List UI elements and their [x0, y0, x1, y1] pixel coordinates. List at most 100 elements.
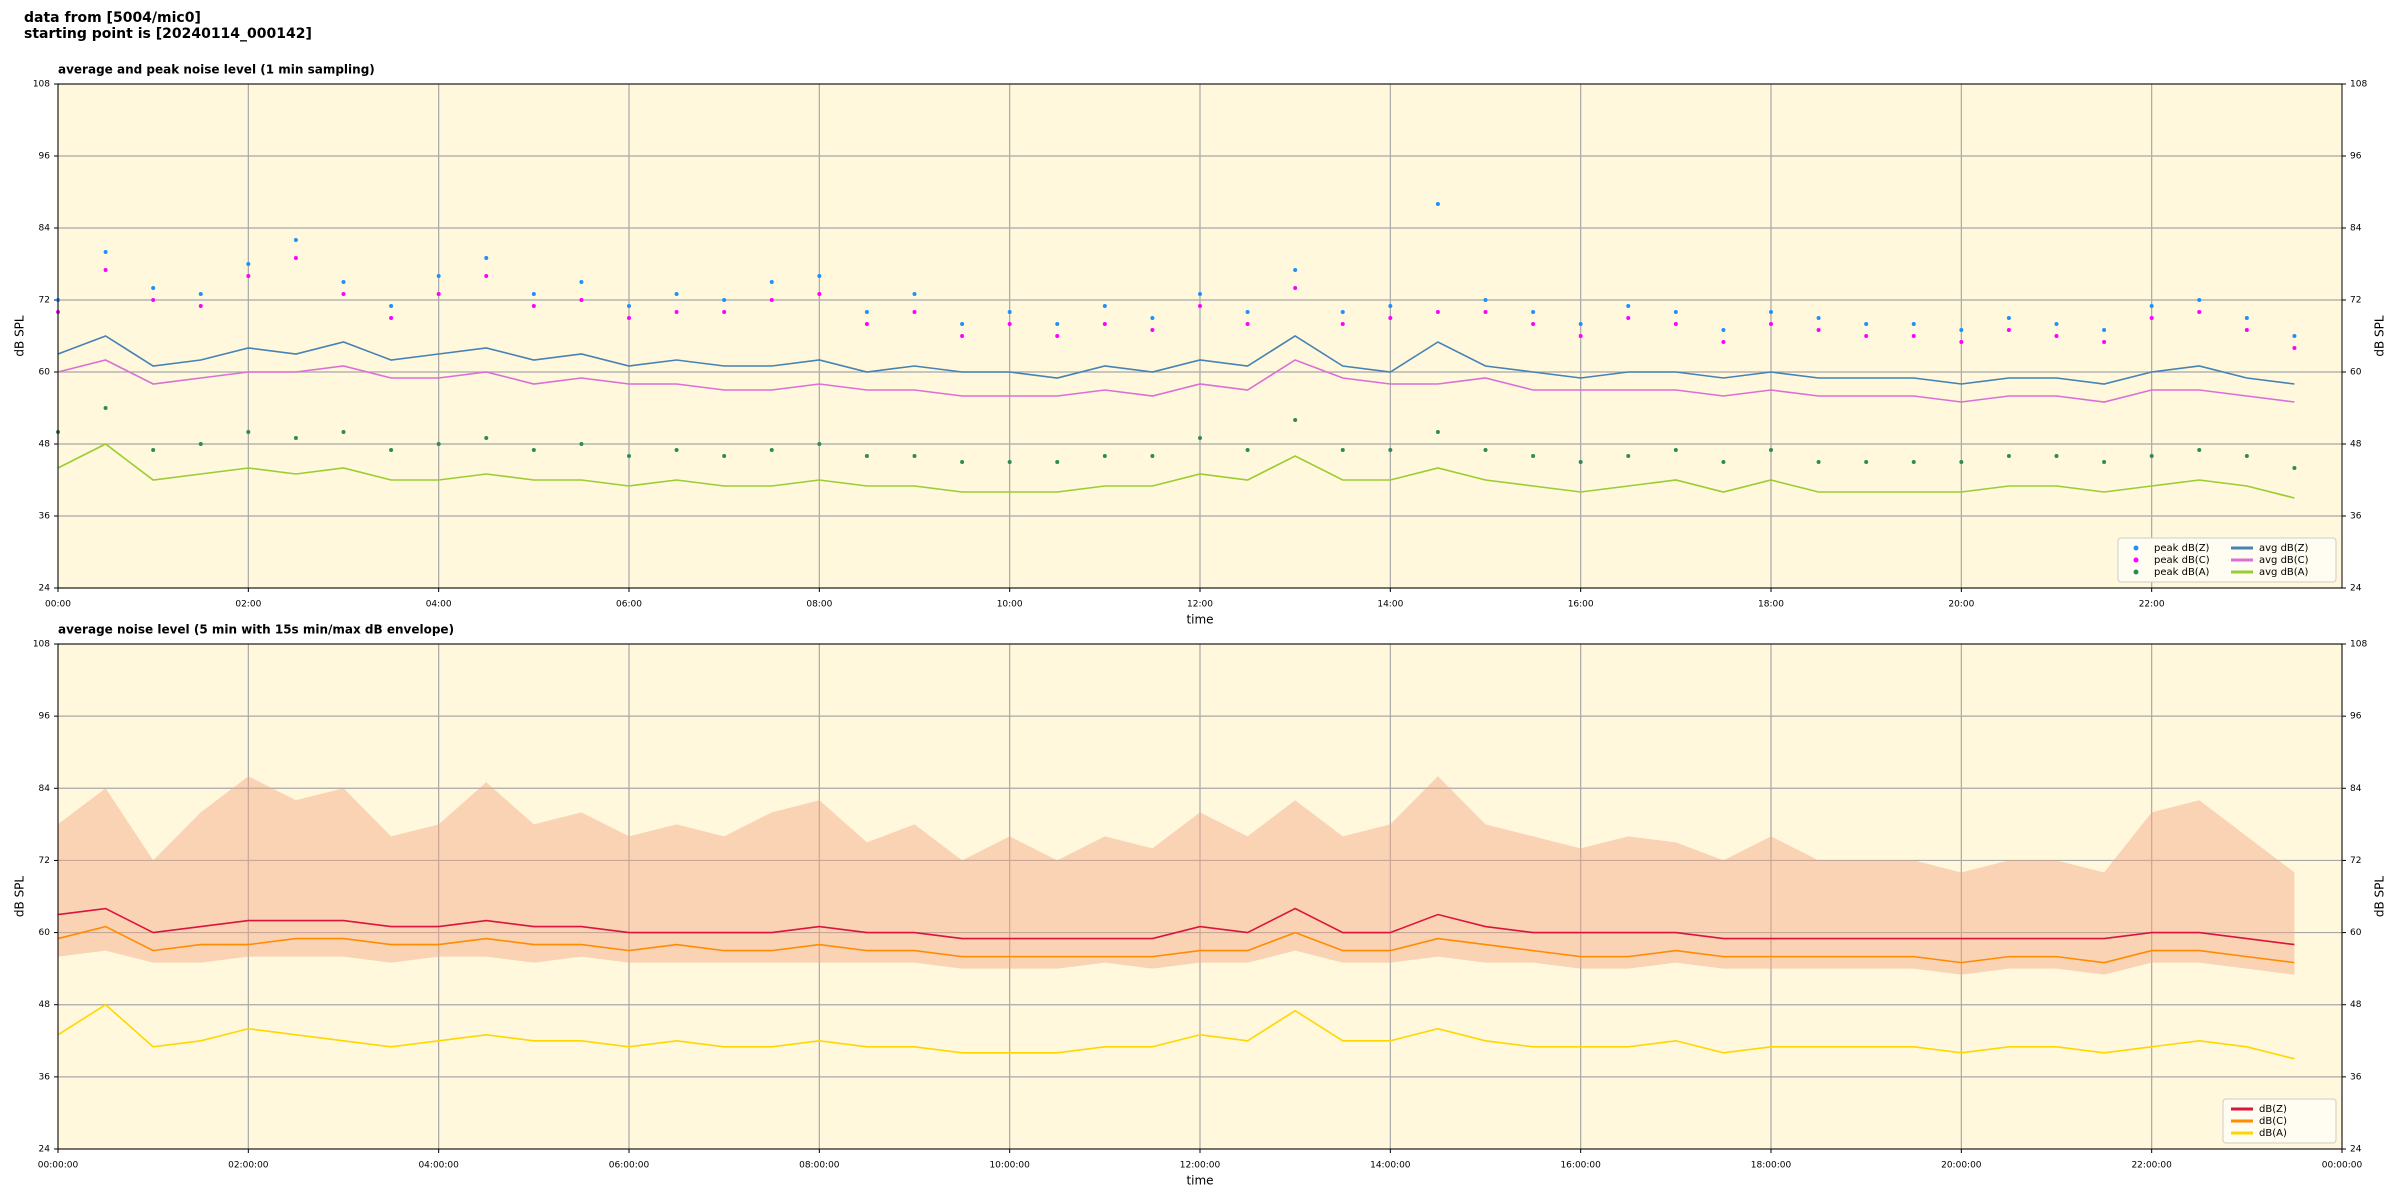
- peak-dot: [1007, 322, 1012, 326]
- peak-dot: [674, 292, 679, 296]
- peak-dot: [389, 316, 394, 320]
- peak-dot: [2244, 316, 2249, 320]
- peak-dot: [1388, 448, 1393, 452]
- peak-dot: [769, 298, 774, 302]
- level-line: [57, 925, 2295, 964]
- y-axis-label: dB SPL: [13, 315, 27, 357]
- chart-title: average and peak noise level (1 min samp…: [58, 63, 375, 77]
- peak-dot: [2149, 304, 2154, 308]
- peak-dot: [817, 274, 822, 278]
- peak-dot: [1340, 310, 1345, 314]
- y-tick-label: 36: [39, 512, 51, 522]
- y-tick-label: 96: [39, 152, 51, 162]
- peak-dot: [1102, 322, 1107, 326]
- peak-dot: [722, 298, 727, 302]
- peak-dot: [1578, 322, 1583, 326]
- peak-dot: [246, 274, 251, 278]
- peak-dot: [1007, 310, 1012, 314]
- peak-dot: [1626, 316, 1631, 320]
- peak-dot: [341, 280, 346, 284]
- x-tick-label: 08:00:00: [799, 1161, 840, 1171]
- level-line: [57, 907, 2295, 946]
- x-tick-label: 06:00: [616, 600, 642, 610]
- peak-dot: [1531, 454, 1536, 458]
- legend-marker: [2133, 569, 2139, 575]
- peak-dot: [103, 268, 108, 272]
- level-line: [57, 359, 2295, 403]
- peak-dot: [960, 334, 965, 338]
- peak-dot: [579, 298, 584, 302]
- x-tick-label: 10:00:00: [989, 1161, 1030, 1171]
- peak-dot: [2244, 454, 2249, 458]
- peak-dot: [1102, 454, 1107, 458]
- y-tick-label: 84: [2350, 224, 2362, 234]
- x-tick-label: 02:00:00: [228, 1161, 269, 1171]
- peak-dot: [1055, 334, 1060, 338]
- legend-label: avg dB(A): [2259, 567, 2309, 578]
- peak-dot: [103, 406, 108, 410]
- legend-label: dB(Z): [2259, 1104, 2287, 1115]
- peak-dot: [1769, 448, 1773, 452]
- x-tick-label: 20:00: [1948, 600, 1974, 610]
- peak-dot: [1483, 448, 1488, 452]
- peak-dot: [389, 304, 394, 308]
- x-axis-label: time: [1186, 613, 1213, 627]
- y-tick-label: 72: [39, 296, 50, 306]
- peak-dot: [1911, 334, 1916, 338]
- peak-dot: [1483, 298, 1488, 302]
- peak-dot: [198, 442, 203, 446]
- level-line: [57, 1003, 2295, 1060]
- legend-label: peak dB(C): [2154, 555, 2210, 566]
- peak-dot: [1435, 202, 1440, 206]
- peak-dot: [1055, 460, 1060, 464]
- peak-dot: [1673, 322, 1678, 326]
- peak-dot: [436, 292, 441, 296]
- x-tick-label: 12:00: [1187, 600, 1213, 610]
- x-tick-label: 12:00:00: [1180, 1161, 1221, 1171]
- x-tick-label: 06:00:00: [609, 1161, 650, 1171]
- y-tick-label: 72: [2350, 856, 2361, 866]
- peak-dot: [151, 286, 156, 290]
- peak-dot: [2102, 460, 2107, 464]
- legend-label: dB(C): [2259, 1116, 2287, 1127]
- peak-dot: [531, 448, 536, 452]
- peak-dot: [2102, 328, 2107, 332]
- peak-dot: [341, 430, 346, 434]
- peak-dot: [293, 256, 298, 260]
- y-axis-label: dB SPL: [2373, 876, 2387, 918]
- peak-dot: [2292, 346, 2297, 350]
- peak-dot: [960, 322, 965, 326]
- peak-dot: [2006, 316, 2011, 320]
- y-tick-label: 24: [39, 584, 51, 594]
- peak-dot: [1483, 310, 1488, 314]
- y-tick-label: 36: [2350, 1072, 2362, 1082]
- y-tick-label: 108: [2350, 80, 2367, 90]
- peak-dot: [1293, 418, 1298, 422]
- peak-dot: [484, 436, 489, 440]
- peak-dot: [2197, 298, 2202, 302]
- peak-dot: [1864, 334, 1869, 338]
- peak-dot: [817, 442, 822, 446]
- peak-dot: [1959, 460, 1964, 464]
- peak-dot: [436, 442, 441, 446]
- peak-dot: [722, 454, 727, 458]
- y-tick-label: 72: [2350, 296, 2361, 306]
- peak-dot: [1578, 460, 1583, 464]
- y-tick-label: 24: [2350, 1145, 2362, 1155]
- x-tick-label: 08:00: [806, 600, 832, 610]
- peak-dot: [1340, 448, 1345, 452]
- peak-dot: [1959, 340, 1964, 344]
- peak-dot: [960, 460, 965, 464]
- peak-dot: [1673, 448, 1678, 452]
- x-axis-label: time: [1186, 1174, 1213, 1188]
- peak-dot: [579, 280, 584, 284]
- y-tick-label: 96: [2350, 712, 2362, 722]
- peak-dot: [1769, 310, 1773, 314]
- peak-dot: [2292, 334, 2297, 338]
- peak-dot: [1293, 268, 1298, 272]
- peak-dot: [579, 442, 584, 446]
- peak-dot: [912, 454, 917, 458]
- x-tick-label: 16:00:00: [1560, 1161, 1601, 1171]
